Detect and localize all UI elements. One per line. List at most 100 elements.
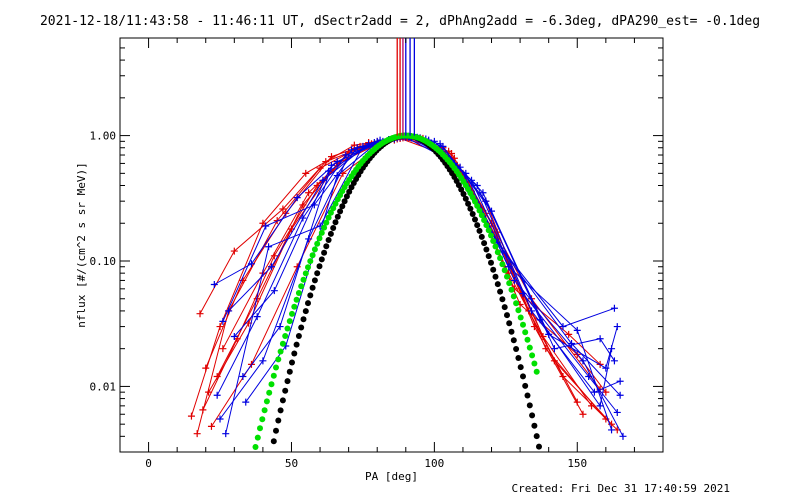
fit-curve-dot — [307, 258, 314, 265]
fit-curve-dot — [467, 205, 474, 212]
series-line — [205, 136, 607, 420]
fit-curve-dot — [501, 267, 508, 274]
fit-curve-dot — [314, 240, 321, 247]
data-point — [613, 408, 621, 416]
fit-curve-dot — [515, 307, 522, 314]
series-line — [208, 136, 612, 425]
fit-curve-dot — [279, 397, 286, 404]
fit-curve-dot — [499, 296, 506, 303]
data-point — [610, 304, 618, 312]
fit-curve-dot — [499, 261, 506, 268]
fit-curve-dot — [478, 233, 485, 240]
fit-curve-dot — [506, 280, 513, 287]
fit-curve-dot — [275, 417, 282, 424]
fit-curve-dot — [492, 273, 499, 280]
fit-curve-dot — [311, 277, 318, 284]
data-point — [199, 406, 207, 414]
fit-curve-dot — [325, 214, 332, 221]
fit-curve-dot — [300, 316, 307, 323]
fit-curve-dot — [483, 246, 490, 253]
fit-curve-dot — [510, 337, 517, 344]
fit-curve-dot — [517, 364, 524, 371]
fit-curve-dot — [252, 444, 259, 450]
fit-curve-dot — [520, 373, 526, 380]
data-point — [579, 357, 587, 365]
fit-curve-dot — [497, 255, 504, 262]
fit-curve-dot — [494, 249, 501, 256]
series-line — [219, 136, 613, 431]
data-point — [602, 388, 610, 396]
fit-curve-dot — [284, 378, 291, 385]
fit-curve-dot — [295, 333, 302, 339]
data-point — [230, 247, 238, 255]
data-point — [202, 364, 210, 372]
fit-curve-dot — [332, 219, 339, 226]
fit-curve-dot — [462, 195, 469, 202]
data-point — [559, 323, 567, 331]
fit-curve-dot — [300, 276, 307, 283]
y-tick-label: 1.00 — [90, 130, 117, 143]
data-point — [588, 402, 596, 410]
data-point — [333, 172, 341, 180]
data-point — [265, 243, 273, 251]
fit-curve-dot — [316, 235, 323, 242]
fit-curve-dot — [337, 208, 344, 215]
created-timestamp: Created: Fri Dec 31 17:40:59 2021 — [511, 482, 730, 495]
fit-curve-dot — [508, 328, 515, 335]
data-point — [550, 345, 558, 353]
fit-curve-dot — [494, 281, 501, 288]
plot-frame — [119, 37, 664, 453]
fit-curve-dot — [270, 372, 277, 379]
chart-title: 2021-12-18/11:43:58 - 11:46:11 UT, dSect… — [39, 14, 761, 29]
x-tick-label: 0 — [145, 457, 152, 470]
data-point — [213, 391, 221, 399]
fit-curve-dot — [533, 433, 540, 440]
fit-curve-dot — [291, 303, 298, 310]
fit-curve-dot — [318, 229, 325, 236]
data-point — [305, 189, 313, 197]
fit-curve-dot — [524, 392, 531, 399]
data-point — [608, 426, 616, 434]
data-point — [573, 326, 581, 334]
data-point — [230, 333, 238, 341]
series-line — [233, 136, 613, 408]
fit-curve-layer — [252, 132, 542, 450]
x-axis-title: PA [deg] — [365, 470, 418, 483]
fit-curve-dot — [266, 389, 273, 396]
data-point — [282, 209, 290, 217]
data-point — [302, 169, 310, 177]
fit-curve-dot — [529, 352, 536, 359]
fit-curve-dot — [298, 324, 305, 331]
vertical-marker-layer — [396, 38, 416, 136]
data-point — [210, 280, 218, 288]
fit-curve-dot — [263, 398, 270, 405]
data-point — [242, 398, 250, 406]
fit-curve-dot — [474, 222, 481, 229]
data-point — [279, 205, 287, 213]
x-tick-label: 150 — [567, 457, 587, 470]
data-point — [473, 182, 481, 189]
fit-curve-dot — [341, 198, 348, 205]
data-point — [216, 415, 224, 423]
fit-curve-dot — [465, 200, 472, 207]
x-tick-label: 100 — [424, 457, 444, 470]
data-point — [276, 323, 284, 331]
fit-curve-dot — [298, 283, 305, 290]
fit-curve-dot — [284, 325, 291, 332]
data-point — [585, 372, 593, 380]
fit-curve-dot — [268, 381, 275, 388]
data-point — [616, 377, 624, 385]
fit-curve-dot — [291, 350, 298, 357]
data-point — [602, 364, 610, 372]
fit-curve-dot — [334, 213, 341, 220]
data-point — [219, 345, 227, 353]
fit-curve-dot — [488, 232, 494, 239]
fit-curve-dot — [501, 304, 508, 311]
fit-curve-dot — [481, 217, 488, 224]
data-point — [559, 372, 567, 380]
fit-curve-dot — [478, 212, 485, 219]
fit-curve-dot — [343, 193, 350, 200]
data-point — [610, 357, 618, 365]
fit-curve-dot — [504, 312, 510, 319]
fit-curve-dot — [323, 243, 330, 250]
